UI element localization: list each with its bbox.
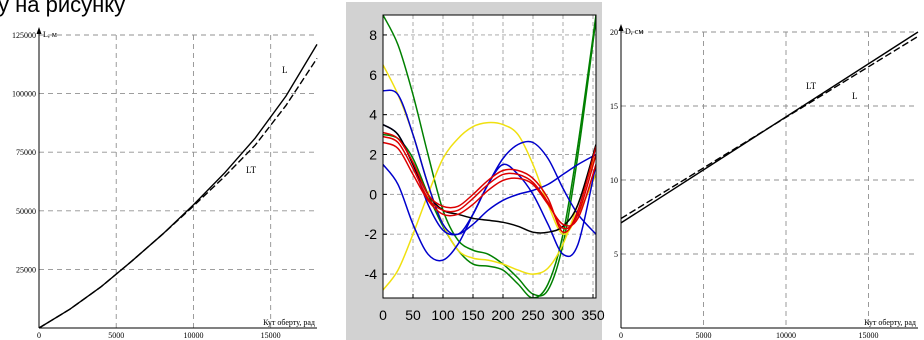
y-tick-label: 15: [610, 102, 618, 111]
y-tick-label: 5: [614, 250, 618, 259]
chart-diameter: 0 5000 10000 15000 5 10 15 20 D, см Кут оберту, р…: [610, 24, 919, 340]
chart-length: 0 5000 10000 15000 25000 50000 75000 100000 1250…: [12, 27, 318, 340]
x-axis-label: Кут оберту, рад: [263, 318, 315, 327]
y-tick-label: 20: [610, 28, 618, 37]
x-tick-label: 0: [619, 331, 623, 340]
x-axis-label: Кут оберту, рад: [864, 318, 916, 327]
chart-oscillation: -4 -2 0 2 4 6 8 0 50 100 150 200 250 300 350: [346, 2, 605, 340]
plot-border: [382, 14, 597, 299]
series-line-lt: [38, 58, 318, 329]
caption-text: у на рисунку: [0, 0, 126, 17]
x-tick-label: 15000: [859, 331, 879, 340]
y-axis-label: D, см: [625, 27, 643, 36]
series-line-0: [383, 15, 596, 297]
x-tick-label: 0: [37, 331, 41, 340]
x-tick-label: 250: [521, 307, 545, 323]
series-group: [383, 15, 596, 298]
series-label-l: L: [282, 65, 288, 75]
y-tick-label: 4: [369, 107, 377, 123]
series-line-10: [383, 131, 596, 234]
x-tick-label: 10000: [776, 331, 796, 340]
x-tick-label: 100: [431, 307, 455, 323]
series-line-l: [620, 35, 919, 220]
y-tick-label: 0: [369, 186, 377, 202]
y-tick-label: 8: [369, 27, 377, 43]
y-tick-label: 25000: [16, 265, 36, 274]
y-tick-label: 100000: [12, 90, 36, 99]
series-line-l: [38, 44, 318, 329]
y-tick-label: 6: [369, 67, 377, 83]
series-label-lt: LT: [806, 81, 817, 91]
series-label-l: L: [852, 91, 858, 101]
x-tick-label: 5000: [696, 331, 712, 340]
y-axis-label: L, м: [43, 30, 57, 39]
y-tick-label: -4: [365, 266, 378, 282]
y-tick-label: -2: [365, 226, 378, 242]
x-tick-label: 150: [461, 307, 485, 323]
y-tick-label: 75000: [16, 148, 36, 157]
y-tick-label: 50000: [16, 207, 36, 216]
series-line-8: [383, 141, 596, 227]
y-axis-arrow: [618, 24, 624, 31]
x-tick-label: 50: [405, 307, 421, 323]
x-tick-label: 300: [551, 307, 575, 323]
x-tick-label: 5000: [108, 331, 124, 340]
x-tick-label: 0: [379, 307, 387, 323]
y-tick-label: 10: [610, 176, 618, 185]
series-line-1: [383, 15, 596, 298]
y-axis-arrow: [36, 27, 42, 34]
x-tick-label: 200: [491, 307, 515, 323]
series-label-lt: LT: [246, 165, 257, 175]
y-tick-label: 2: [369, 147, 377, 163]
x-tick-label: 10000: [183, 331, 203, 340]
x-tick-label: 15000: [261, 331, 281, 340]
series-line-9: [383, 135, 596, 230]
y-tick-label: 125000: [12, 31, 36, 40]
x-tick-label: 350: [581, 307, 605, 323]
